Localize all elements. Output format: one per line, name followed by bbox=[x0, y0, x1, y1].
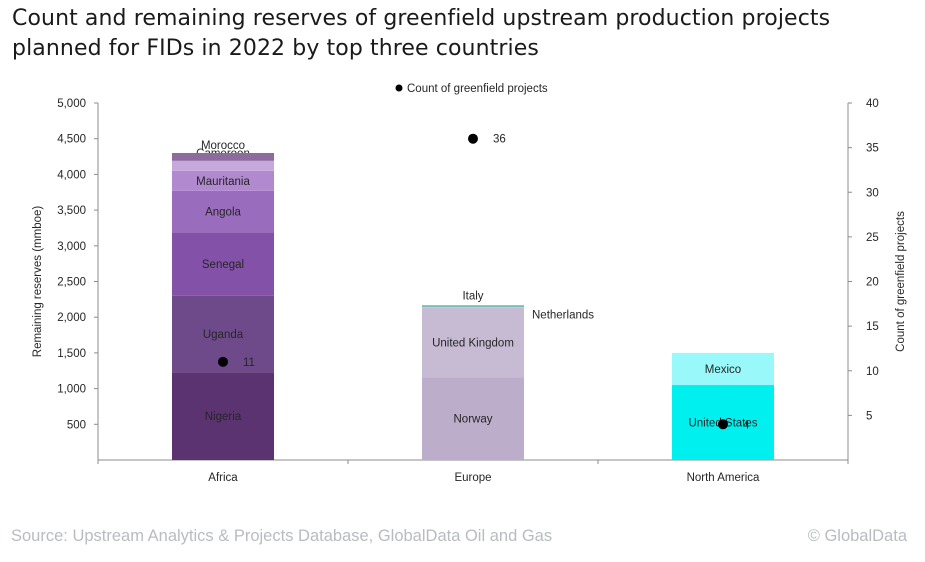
bar-segment-label: Nigeria bbox=[205, 411, 242, 423]
chart-title: Count and remaining reserves of greenfie… bbox=[12, 6, 831, 61]
y2-axis-title: Count of greenfield projects bbox=[895, 211, 907, 352]
y-tick-label: 1,000 bbox=[57, 384, 86, 396]
bar-segment-label: Norway bbox=[454, 414, 493, 426]
project-count-label: 4 bbox=[743, 419, 750, 431]
bar-segment-senegal bbox=[172, 232, 274, 296]
y-tick-label: 1,500 bbox=[57, 348, 86, 360]
bar-segment-label: Morocco bbox=[201, 140, 245, 152]
chart: 500 1,000 1,500 2,000 2,500 3,000 3,500 4,000 4,… bbox=[32, 83, 907, 484]
y-tick-label: 3,500 bbox=[57, 205, 86, 217]
project-count-point bbox=[218, 356, 228, 367]
bar-segment-cameroon bbox=[172, 160, 274, 171]
project-count-point bbox=[718, 419, 728, 430]
bar-segment-label: Mexico bbox=[705, 364, 741, 376]
y2-tick-label: 20 bbox=[866, 277, 879, 289]
bar-segment-label: Netherlands bbox=[532, 309, 594, 321]
bar-segment-mauritania bbox=[172, 170, 274, 191]
project-count-point bbox=[468, 133, 478, 144]
bar-segment-morocco bbox=[172, 152, 274, 161]
y2-tick-label: 40 bbox=[866, 98, 879, 110]
y-tick-label: 500 bbox=[67, 419, 86, 431]
y2-tick-label: 15 bbox=[866, 321, 879, 333]
bar-segment-label: Angola bbox=[205, 207, 241, 219]
y-tick-label: 4,500 bbox=[57, 134, 86, 146]
bar-segment-netherlands bbox=[422, 306, 524, 308]
y2-tick-label: 25 bbox=[866, 232, 879, 244]
bar-segment-label: Italy bbox=[462, 290, 483, 302]
project-count-label: 11 bbox=[243, 357, 255, 369]
x-tick-label: Africa bbox=[208, 472, 238, 484]
bar-segment-norway bbox=[422, 377, 524, 460]
legend-marker-count bbox=[395, 84, 403, 92]
bar-segment-nigeria bbox=[172, 372, 274, 460]
bar-segment-angola bbox=[172, 190, 274, 233]
bar-segment-label: Uganda bbox=[203, 329, 244, 341]
y2-tick-label: 10 bbox=[866, 366, 879, 378]
bar-segment-label: United Kingdom bbox=[432, 338, 514, 350]
legend-label-count: Count of greenfield projects bbox=[407, 83, 548, 95]
y-tick-label: 5,000 bbox=[57, 98, 86, 110]
x-tick-label: North America bbox=[687, 472, 760, 484]
y2-tick-label: 35 bbox=[866, 143, 879, 155]
y2-tick-label: 5 bbox=[866, 410, 872, 422]
x-tick-label: Europe bbox=[454, 472, 491, 484]
project-count-label: 36 bbox=[493, 134, 506, 146]
bar-segment-united-kingdom bbox=[422, 307, 524, 378]
y-axis-title: Remaining reserves (mmboe) bbox=[32, 206, 44, 358]
bar-segment-label: Senegal bbox=[202, 259, 244, 271]
source-note: Source: Upstream Analytics & Projects Da… bbox=[11, 527, 553, 545]
y-tick-label: 2,500 bbox=[57, 277, 86, 289]
y-tick-label: 4,000 bbox=[57, 169, 86, 181]
copyright-note: © GlobalData bbox=[807, 527, 907, 545]
bar-segment-label: Mauritania bbox=[196, 176, 250, 188]
y2-tick-label: 30 bbox=[866, 187, 879, 199]
bar-segment-mexico bbox=[672, 352, 774, 386]
bar-segment-italy bbox=[422, 305, 524, 307]
y-tick-label: 2,000 bbox=[57, 312, 86, 324]
y-tick-label: 3,000 bbox=[57, 241, 86, 253]
